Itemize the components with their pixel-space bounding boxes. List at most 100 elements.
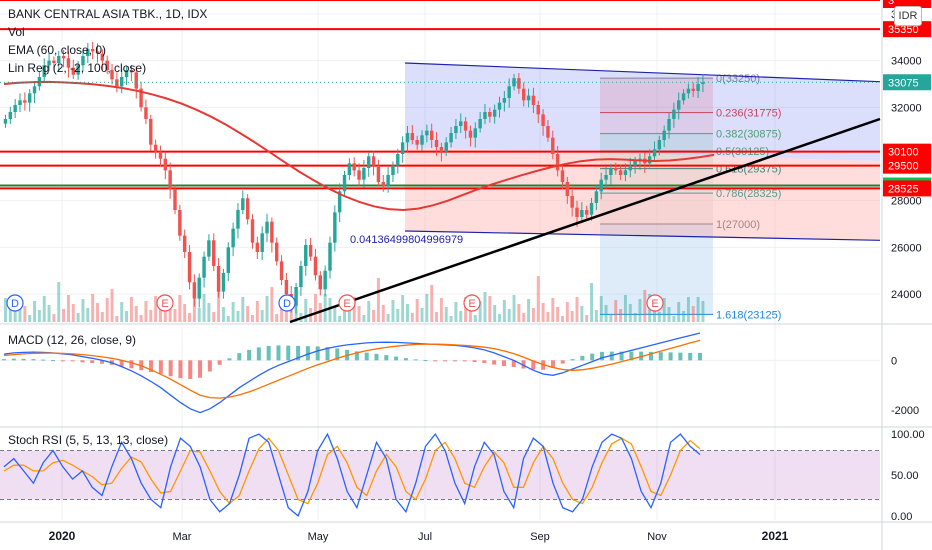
volume-bar bbox=[672, 316, 676, 322]
macd-histogram-bar bbox=[354, 351, 359, 361]
volume-bar bbox=[594, 310, 598, 322]
candle-body bbox=[531, 95, 536, 105]
event-marker-circle bbox=[278, 294, 296, 312]
candle-body bbox=[502, 98, 507, 103]
volume-bar bbox=[488, 296, 492, 322]
fib-level-label: 0.236(31775) bbox=[716, 108, 781, 120]
candle-body bbox=[580, 210, 584, 217]
candle-body bbox=[667, 119, 671, 131]
macd-histogram-bar bbox=[41, 359, 46, 361]
candle-body bbox=[66, 58, 71, 68]
candle-body bbox=[212, 240, 216, 266]
candle-body bbox=[32, 86, 37, 94]
candle-body bbox=[609, 168, 613, 175]
candle-body bbox=[633, 161, 637, 166]
volume-bar bbox=[270, 287, 274, 322]
candle-body bbox=[158, 151, 163, 159]
macd-histogram-bar bbox=[31, 359, 36, 361]
candle-body bbox=[367, 156, 371, 168]
candle-body bbox=[463, 121, 468, 131]
candle-body bbox=[163, 158, 168, 171]
macd-histogram-bar bbox=[315, 346, 320, 361]
volume-bar bbox=[173, 309, 177, 322]
candle-body bbox=[551, 137, 555, 154]
macd-histogram-bar bbox=[462, 360, 467, 362]
fib-level-label: 0.382(30875) bbox=[716, 129, 781, 141]
price-tag-bg bbox=[883, 0, 931, 8]
candle-body bbox=[686, 88, 691, 94]
macd-histogram-bar bbox=[619, 351, 624, 361]
candle-body bbox=[676, 100, 681, 110]
volume-bar bbox=[71, 304, 75, 322]
macd-histogram-bar bbox=[21, 358, 26, 361]
macd-histogram-bar bbox=[688, 352, 693, 361]
candle-body bbox=[284, 280, 289, 294]
candle-body bbox=[115, 79, 119, 87]
macd-histogram-bar bbox=[364, 352, 369, 361]
price-tag-bg bbox=[883, 157, 931, 174]
macd-histogram-bar bbox=[658, 352, 663, 361]
volume-bar bbox=[260, 310, 264, 322]
time-axis-tick: 2021 bbox=[762, 529, 789, 543]
candle-body bbox=[691, 88, 695, 91]
volume-bar bbox=[207, 303, 211, 322]
price-axis-tick: 26000 bbox=[891, 242, 922, 254]
candle-body bbox=[696, 84, 700, 91]
macd-histogram-bar bbox=[423, 360, 428, 362]
candle-body bbox=[594, 191, 599, 203]
regression-channel-lower bbox=[405, 147, 880, 241]
volume-bar bbox=[100, 312, 104, 322]
vol-legend: Vol bbox=[8, 25, 25, 39]
macd-histogram-bar bbox=[90, 360, 95, 364]
volume-bar bbox=[149, 310, 153, 322]
currency-button[interactable]: IDR bbox=[894, 6, 922, 26]
price-tag-text: 29500 bbox=[888, 161, 919, 173]
candle-body bbox=[260, 233, 264, 252]
volume-bar bbox=[357, 306, 361, 322]
candle-body bbox=[182, 235, 187, 252]
candle-body bbox=[362, 168, 366, 180]
candle-body bbox=[318, 275, 323, 290]
macd-histogram-bar bbox=[158, 360, 163, 374]
volume-bar bbox=[410, 313, 414, 322]
volume-bar bbox=[352, 297, 356, 322]
candle-body bbox=[526, 95, 531, 101]
candle-body bbox=[376, 165, 381, 182]
time-axis-tick: May bbox=[308, 531, 329, 543]
volume-bar bbox=[638, 299, 642, 322]
macd-histogram-bar bbox=[80, 360, 85, 363]
volume-bar bbox=[619, 309, 623, 322]
volume-bar bbox=[178, 295, 182, 322]
candle-body bbox=[517, 78, 521, 89]
candle-body bbox=[342, 175, 347, 192]
volume-bar bbox=[561, 316, 564, 322]
volume-bar bbox=[183, 304, 187, 322]
candle-body bbox=[192, 282, 197, 299]
volume-bar bbox=[4, 298, 7, 322]
candle-body bbox=[76, 65, 80, 75]
candle-body bbox=[221, 273, 226, 292]
candle-body bbox=[444, 142, 448, 152]
candle-body bbox=[492, 109, 497, 117]
volume-bar bbox=[415, 299, 419, 322]
candle-body bbox=[618, 170, 623, 175]
volume-bar bbox=[590, 283, 594, 322]
macd-histogram-bar bbox=[590, 353, 595, 361]
candle-body bbox=[250, 219, 255, 243]
price-tag-bg bbox=[883, 143, 931, 160]
volume-bar bbox=[129, 297, 133, 322]
channel-upper-line bbox=[404, 62, 881, 83]
volume-bar bbox=[115, 316, 119, 322]
candle-body bbox=[454, 126, 458, 133]
volume-bar bbox=[425, 294, 429, 322]
macd-histogram-bar bbox=[100, 360, 105, 364]
candle-body bbox=[173, 189, 177, 210]
candle-body bbox=[27, 93, 32, 103]
macd-histogram-bar bbox=[119, 360, 124, 367]
stoch-axis-tick: 50.00 bbox=[891, 470, 919, 482]
macd-histogram-bar bbox=[384, 355, 389, 361]
macd-histogram-bar bbox=[433, 360, 438, 362]
volume-bar bbox=[536, 276, 540, 322]
volume-bar bbox=[313, 294, 317, 322]
volume-bar bbox=[81, 299, 85, 322]
